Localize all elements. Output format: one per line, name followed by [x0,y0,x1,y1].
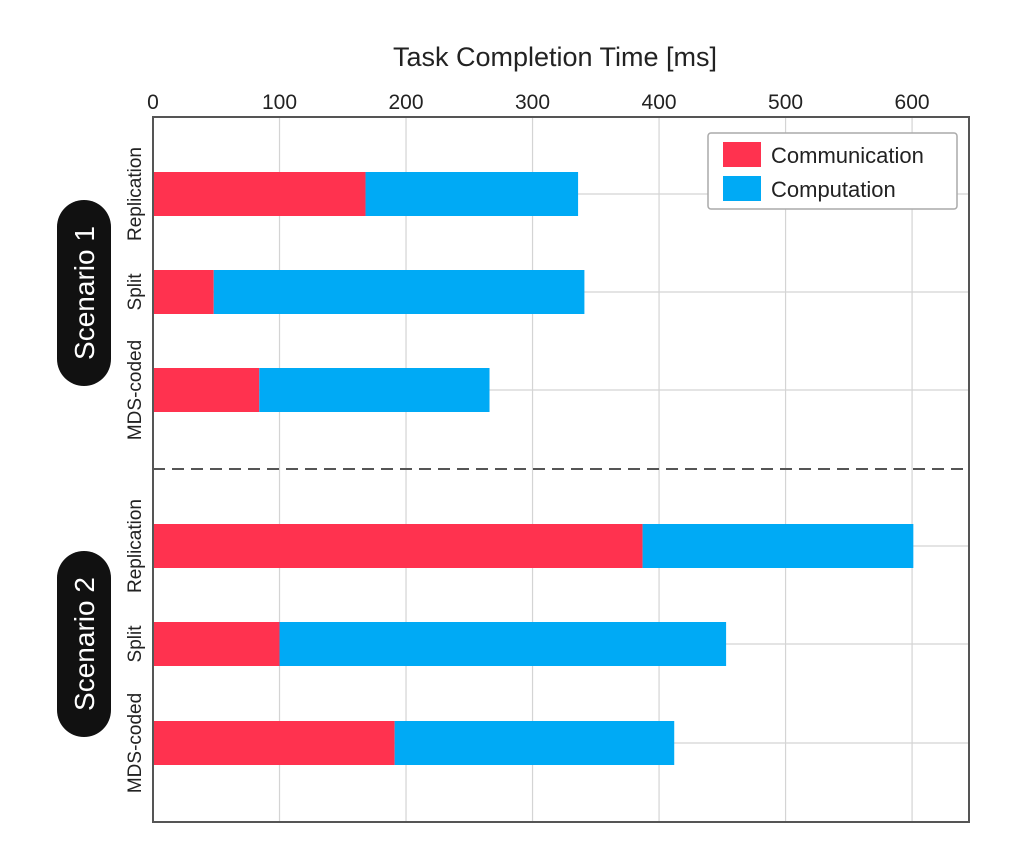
legend: Communication Computation [707,132,958,210]
bar-computation-scenario-1-split [213,270,585,314]
legend-label-communication: Communication [771,143,924,168]
scenario-label-layer: Scenario 1 Scenario 2 [57,200,111,737]
scenario-label: Scenario 2 [69,577,100,711]
x-tick-label: 200 [388,91,423,114]
plot-frame [152,116,970,823]
legend-swatch-computation [723,176,761,201]
bar-computation-scenario-2-replication [642,524,914,568]
x-tick-label: 0 [147,91,159,114]
category-label-layer: Replication Split MDS-coded Replication Spli… [125,147,146,793]
bar-computation-scenario-2-split [279,622,727,666]
legend-label-computation: Computation [771,177,896,202]
tick-layer: 0 100 200 300 400 500 600 [147,91,929,114]
legend-swatch-communication [723,142,761,167]
bar-computation-scenario-1-replication [365,172,579,216]
category-label: MDS-coded [125,340,146,440]
scenario-label: Scenario 1 [69,226,100,360]
bar-communication-scenario-2-replication [153,524,643,568]
category-label: MDS-coded [125,693,146,793]
x-tick-label: 400 [642,91,677,114]
category-label: Replication [125,147,146,241]
x-tick-label: 600 [895,91,930,114]
legend-box [707,132,958,210]
chart-title: Task Completion Time [ms] [393,42,717,72]
bar-computation-scenario-2-mds-coded [394,721,675,765]
x-tick-label: 100 [262,91,297,114]
bar-communication-scenario-1-replication [153,172,366,216]
bar-communication-scenario-2-split [153,622,280,666]
bar-communication-scenario-2-mds-coded [153,721,395,765]
bar-layer [153,172,914,765]
scenario-badge [57,200,111,386]
bar-communication-scenario-1-mds-coded [153,368,260,412]
scenario-badge [57,551,111,737]
x-tick-label: 500 [768,91,803,114]
bar-communication-scenario-1-split [153,270,214,314]
category-label: Split [125,273,146,311]
category-label: Replication [125,499,146,593]
bar-computation-scenario-1-mds-coded [259,368,490,412]
x-tick-label: 300 [515,91,550,114]
category-label: Split [125,625,146,663]
